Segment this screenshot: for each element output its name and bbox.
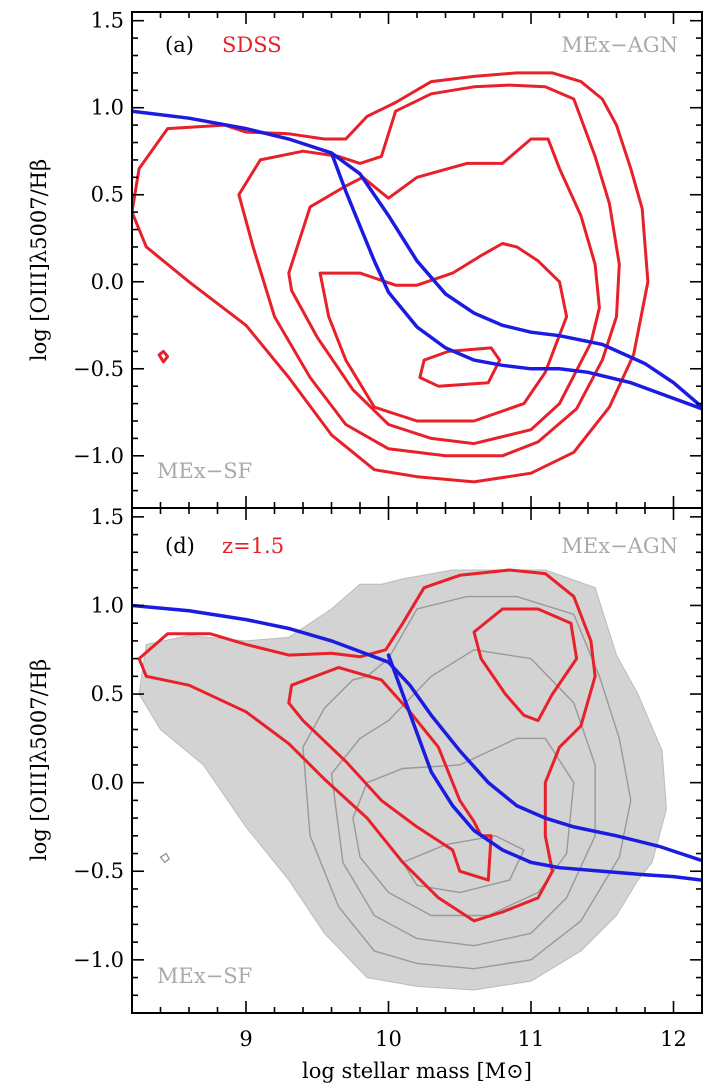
- panel-a-sf-label: MEx−SF: [157, 459, 252, 483]
- panel-d-ytick-label: 0.5: [91, 682, 124, 706]
- panel-d-contour-8: [137, 568, 597, 923]
- panel-d-tag: (d): [165, 534, 195, 558]
- panel-d-contour-9: [287, 666, 493, 882]
- panel-a-ytick-label: −0.5: [73, 357, 124, 381]
- panel-d-background-contour-1: [302, 595, 632, 970]
- panel-d-ytick-label: 0.0: [91, 771, 124, 795]
- panel-d-background-contour-2: [330, 649, 596, 947]
- panel-a-ytick-label: 1.5: [91, 9, 124, 33]
- panel-d-sample-label: z=1.5: [222, 534, 284, 558]
- panel-a-contour-4: [287, 137, 601, 446]
- panel-d-ytick-label: −0.5: [73, 859, 124, 883]
- panel-d-agn-label: MEx−AGN: [561, 534, 678, 558]
- panel-a-tag: (a): [165, 33, 194, 57]
- panel-a-contour-3: [237, 83, 621, 458]
- panel-d: −1.0 −0.5 0.0 0.5 1.0 1.5 9 10 11 12 (d) z=1.5 ME…: [27, 505, 703, 1083]
- panel-d-contour-10: [472, 607, 579, 723]
- panel-a-sample-label: SDSS: [222, 33, 282, 57]
- panel-d-ytick-label: −1.0: [73, 948, 124, 972]
- panel-d-background-contour-4: [401, 835, 525, 894]
- panel-d-data: [132, 568, 702, 991]
- panel-d-background-0: [138, 569, 667, 991]
- panel-a-divider-1: [329, 151, 702, 411]
- panel-d-xtick-label: 11: [518, 1027, 545, 1051]
- panel-d-xtick-label: 10: [375, 1027, 402, 1051]
- panel-d-ytick-label: 1.0: [91, 593, 124, 617]
- panel-d-background-contour-3: [352, 737, 575, 917]
- panel-a-agn-label: MEx−AGN: [561, 33, 678, 57]
- panel-d-axes: −1.0 −0.5 0.0 0.5 1.0 1.5 9 10 11 12: [73, 505, 703, 1051]
- panel-a-data: [132, 71, 702, 484]
- panel-a-ylabel: log [OIII]λ5007/Hβ: [27, 159, 51, 361]
- panel-a-contour-5: [318, 242, 569, 423]
- panel-d-background-contour-5: [159, 852, 170, 864]
- panel-d-sf-label: MEx−SF: [157, 964, 252, 988]
- panel-d-xtick-label: 12: [660, 1027, 687, 1051]
- panel-d-divider-6: [132, 603, 702, 863]
- panel-a-ytick-label: 0.0: [91, 270, 124, 294]
- panel-d-ylabel: log [OIII]λ5007/Hβ: [27, 659, 51, 861]
- panel-a-ytick-label: 1.0: [91, 96, 124, 120]
- panel-a: −1.0 −0.5 0.0 0.5 1.0 1.5 (a) SDSS MEx−AGN ME…: [27, 9, 703, 509]
- panel-a-contour-7: [157, 349, 170, 364]
- panel-d-xtick-label: 9: [239, 1027, 252, 1051]
- panel-a-contour-2: [132, 71, 650, 484]
- panel-a-axes: −1.0 −0.5 0.0 0.5 1.0 1.5: [73, 9, 703, 509]
- panel-a-ytick-label: −1.0: [73, 444, 124, 468]
- x-axis-title: log stellar mass [M⊙]: [302, 1059, 532, 1083]
- panel-a-ytick-label: 0.5: [91, 183, 124, 207]
- panel-a-divider-0: [132, 109, 702, 409]
- panel-d-divider-7: [386, 653, 702, 882]
- panel-d-ytick-label: 1.5: [91, 505, 124, 529]
